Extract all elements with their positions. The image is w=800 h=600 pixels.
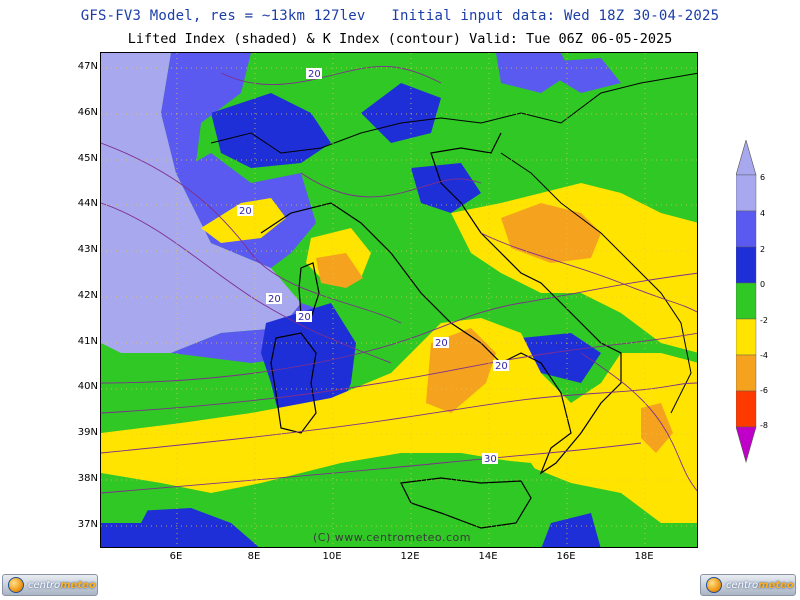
lat-label-40: 40N xyxy=(77,381,98,392)
coastline-sardinia xyxy=(270,332,317,434)
contour-label: 20 xyxy=(435,338,448,349)
colorbar-label: 0 xyxy=(760,280,766,289)
forecast-map[interactable]: 20 20 20 20 20 20 30 (C) www.centrometeo… xyxy=(100,52,698,548)
colorbar-swatch xyxy=(736,390,757,428)
colorbar-label: 4 xyxy=(760,209,766,218)
logo-text: centrometeo xyxy=(726,579,794,591)
lat-label-38: 38N xyxy=(77,473,98,484)
colorbar-top-arrow xyxy=(736,140,757,176)
lat-label-44: 44N xyxy=(77,198,98,209)
lat-label-37: 37N xyxy=(77,519,98,530)
colorbar-label: -6 xyxy=(760,386,768,395)
li-region-dark-alps xyxy=(211,83,481,213)
coastline-balkans xyxy=(500,152,692,414)
lat-label-39: 39N xyxy=(77,427,98,438)
li-region-orange-campania xyxy=(426,328,496,413)
li-region-yellow-south xyxy=(101,318,697,523)
colorbar-label: 6 xyxy=(760,173,766,182)
lon-label-10: 10E xyxy=(322,551,342,562)
lat-label-42: 42N xyxy=(77,290,98,301)
map-canvas: 20 20 20 20 20 20 30 (C) www.centrometeo… xyxy=(101,53,697,547)
lon-label-6: 6E xyxy=(169,551,183,562)
colorbar-label: -8 xyxy=(760,421,768,430)
lon-label-16: 16E xyxy=(556,551,576,562)
globe-icon xyxy=(706,577,722,593)
colorbar-swatch xyxy=(736,174,757,212)
lat-label-41: 41N xyxy=(77,336,98,347)
map-subtitle: Lifted Index (shaded) & K Index (contour… xyxy=(127,31,673,47)
lon-label-8: 8E xyxy=(247,551,261,562)
border-alps xyxy=(210,72,697,154)
watermark: (C) www.centrometeo.com xyxy=(313,531,471,544)
contour-label: 20 xyxy=(298,312,311,323)
lon-label-12: 12E xyxy=(400,551,420,562)
colorbar-label: 2 xyxy=(760,245,766,254)
contour-label: 20 xyxy=(268,294,281,305)
colorbar-swatch xyxy=(736,246,757,284)
colorbar-label: -2 xyxy=(760,316,768,325)
lat-label-46: 46N xyxy=(77,107,98,118)
colorbar-swatch xyxy=(736,210,757,248)
li-region-mid-alps xyxy=(496,53,621,93)
lat-label-47: 47N xyxy=(77,61,98,72)
contour-labels: 20 20 20 20 20 20 30 xyxy=(237,68,509,465)
li-region-light-west xyxy=(101,53,301,353)
coastline-italy xyxy=(260,132,622,475)
colorbar-swatch xyxy=(736,282,757,320)
colorbar-bottom-arrow xyxy=(736,426,757,464)
coastline-sicily xyxy=(400,477,532,529)
li-region-dark-south xyxy=(101,333,601,547)
lifted-index-colorbar xyxy=(736,140,757,464)
k-index-contours xyxy=(101,66,697,494)
colorbar-label: -4 xyxy=(760,351,768,360)
map-title: GFS-FV3 Model, res = ~13km 127lev Initia… xyxy=(80,8,720,24)
colorbar-swatch xyxy=(736,318,757,356)
contour-label: 30 xyxy=(484,454,497,465)
contour-label: 20 xyxy=(308,69,321,80)
li-region-orange-ionian xyxy=(641,403,673,453)
lat-label-45: 45N xyxy=(77,153,98,164)
li-region-orange-adriatic xyxy=(501,203,601,263)
li-region-orange-lazio xyxy=(316,253,363,288)
contour-label: 20 xyxy=(239,206,252,217)
centrometeo-logo-left[interactable]: centrometeo xyxy=(2,574,98,596)
centrometeo-logo-right[interactable]: centrometeo xyxy=(700,574,796,596)
globe-icon xyxy=(8,577,24,593)
lon-label-14: 14E xyxy=(478,551,498,562)
li-region-green-sicily xyxy=(101,458,551,523)
logo-text: centrometeo xyxy=(28,579,96,591)
lat-label-43: 43N xyxy=(77,244,98,255)
contour-label: 20 xyxy=(495,361,508,372)
colorbar-swatch xyxy=(736,354,757,392)
lon-label-18: 18E xyxy=(634,551,654,562)
